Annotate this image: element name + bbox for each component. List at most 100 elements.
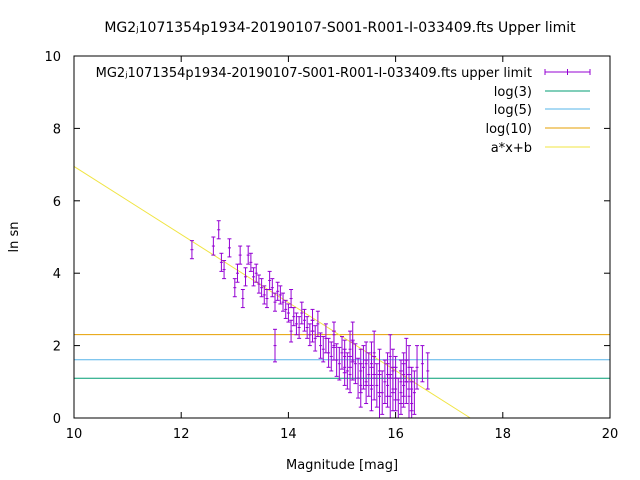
x-tick-label-2: 14 (280, 427, 297, 442)
data-point-17 (262, 285, 267, 305)
data-point-2 (216, 220, 221, 240)
data-point-21 (273, 292, 277, 312)
data-point-22 (275, 281, 280, 301)
data-point-39 (321, 336, 326, 363)
data-point-78 (348, 330, 353, 368)
data-point-51 (353, 343, 358, 385)
legend: MG2ⱼ1071354p1934-20190107-S001-R001-I-03… (96, 66, 591, 156)
data-point-42 (329, 341, 334, 372)
axis-ticks: 10 12 14 16 18 20 0 2 4 6 8 10 (44, 50, 618, 442)
data-point-11 (246, 245, 251, 265)
data-point-29 (294, 312, 299, 336)
data-point-93 (350, 321, 355, 363)
x-tick-label-4: 18 (495, 427, 512, 442)
data-point-46 (340, 336, 344, 370)
data-point-33 (305, 316, 310, 339)
x-tick-label-1: 12 (173, 427, 190, 442)
data-point-83 (364, 341, 369, 386)
data-point-67 (396, 377, 401, 419)
data-point-54 (361, 345, 366, 390)
data-point-5 (227, 238, 232, 258)
data-point-24 (281, 292, 286, 312)
data-point-18 (264, 288, 269, 309)
plot-frame (73, 55, 611, 419)
legend-label-4: a*x+b (491, 141, 532, 156)
x-tick-label-5: 20 (602, 427, 619, 442)
data-point-36 (313, 325, 318, 352)
y-tick-label-1: 2 (53, 340, 61, 355)
data-point-6 (232, 278, 237, 298)
data-point-25 (283, 299, 288, 319)
data-point-19 (267, 270, 272, 290)
y-tick-label-2: 4 (53, 267, 61, 282)
data-point-76 (310, 308, 315, 332)
legend-label-3: log(10) (485, 122, 532, 137)
data-point-77 (331, 321, 336, 348)
data-point-62 (382, 359, 387, 405)
data-point-9 (240, 288, 245, 309)
x-tick-label-0: 10 (66, 427, 83, 442)
reference-lines (73, 165, 610, 419)
data-point-88 (425, 352, 430, 390)
data-point-61 (380, 370, 385, 415)
data-point-1 (211, 236, 216, 256)
data-point-32 (302, 308, 307, 332)
data-point-94 (372, 330, 377, 376)
data-point-96 (401, 352, 406, 397)
data-point-27 (289, 288, 294, 309)
data-point-95 (388, 334, 393, 379)
data-point-56 (366, 352, 371, 397)
data-point-37 (315, 310, 320, 338)
data-point-82 (342, 339, 347, 374)
data-point-75 (289, 319, 294, 343)
chart-title: MG2ⱼ1071354p1934-20190107-S001-R001-I-03… (104, 20, 576, 36)
x-tick-label-3: 16 (387, 427, 404, 442)
legend-label-2: log(5) (494, 103, 532, 118)
data-point-90 (377, 374, 382, 419)
data-point-87 (420, 345, 425, 383)
data-point-31 (299, 301, 304, 325)
data-point-59 (374, 363, 379, 408)
data-point-34 (307, 323, 312, 347)
data-points (189, 220, 430, 419)
data-point-44 (334, 343, 339, 377)
y-tick-label-0: 0 (53, 412, 61, 427)
data-point-15 (256, 274, 261, 294)
data-point-86 (409, 381, 414, 419)
data-point-3 (219, 252, 224, 272)
data-point-30 (297, 316, 302, 339)
data-point-48 (345, 352, 350, 390)
data-point-13 (251, 267, 256, 287)
legend-label-0: MG2ⱼ1071354p1934-20190107-S001-R001-I-03… (96, 66, 532, 81)
data-point-81 (404, 337, 409, 383)
data-point-74 (273, 328, 277, 363)
data-point-26 (286, 303, 291, 323)
data-point-12 (248, 252, 253, 272)
data-point-91 (393, 366, 398, 412)
y-tick-label-3: 6 (53, 195, 61, 210)
data-point-41 (326, 337, 331, 368)
data-point-73 (412, 370, 417, 415)
data-point-10 (243, 267, 248, 287)
data-point-92 (407, 345, 411, 390)
data-point-85 (398, 359, 403, 405)
data-point-89 (358, 363, 363, 408)
y-tick-label-5: 10 (44, 50, 61, 65)
data-point-23 (278, 285, 283, 305)
data-point-4 (222, 260, 227, 280)
data-point-0 (189, 240, 194, 260)
x-axis-label: Magnitude [mag] (286, 458, 398, 473)
data-point-16 (259, 278, 264, 298)
data-point-52 (356, 357, 361, 399)
data-point-7 (235, 263, 240, 283)
data-point-8 (238, 245, 243, 265)
data-point-84 (385, 352, 390, 397)
data-point-97 (415, 345, 420, 390)
data-point-45 (337, 346, 342, 381)
data-point-20 (270, 278, 275, 298)
data-point-79 (369, 341, 374, 386)
data-point-38 (318, 332, 323, 359)
y-axis-label: ln sn (7, 222, 22, 253)
y-tick-label-4: 8 (53, 122, 61, 137)
